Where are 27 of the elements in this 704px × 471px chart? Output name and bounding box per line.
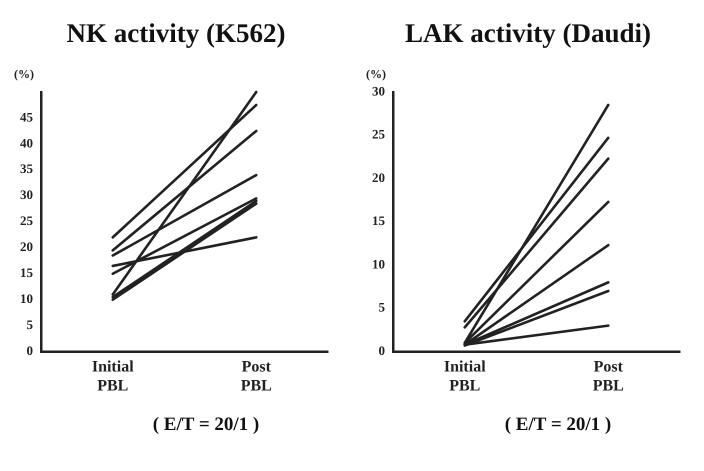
y-tick-label: 30 bbox=[20, 187, 33, 202]
x-tick-label: Initial PBL bbox=[92, 358, 134, 395]
y-axis-title: (%) bbox=[14, 67, 34, 81]
y-axis-title: (%) bbox=[366, 67, 386, 81]
y-tick-label: 35 bbox=[20, 161, 34, 176]
y-tick-label: 20 bbox=[372, 170, 385, 185]
y-tick-label: 45 bbox=[20, 109, 34, 124]
y-tick-label: 20 bbox=[20, 239, 33, 254]
y-tick-label: 0 bbox=[378, 342, 385, 358]
y-tick-label: 0 bbox=[26, 342, 33, 358]
text: ( E/T = 20/1 ) bbox=[152, 414, 260, 436]
y-tick-label: 40 bbox=[20, 135, 33, 150]
y-tick-label: 10 bbox=[20, 291, 33, 306]
y-tick-label: 15 bbox=[372, 213, 386, 228]
y-tick-label: 10 bbox=[372, 256, 385, 272]
text: ( E/T = 20/1 ) bbox=[504, 414, 612, 436]
x-tick-label: Initial PBL bbox=[444, 358, 486, 395]
y-tick-label: 5 bbox=[378, 300, 386, 315]
x-tick-label: Post PBL bbox=[592, 358, 624, 395]
y-tick-label: 25 bbox=[372, 126, 386, 142]
x-tick-label: Post PBL bbox=[240, 358, 272, 395]
y-tick-label: 15 bbox=[20, 265, 34, 280]
chart-title: NK activity (K562) bbox=[66, 17, 286, 50]
chart-title: LAK activity (Daudi) bbox=[405, 17, 651, 50]
y-tick-label: 25 bbox=[20, 213, 34, 228]
y-tick-label: 30 bbox=[372, 83, 385, 98]
y-tick-label: 5 bbox=[26, 317, 34, 332]
